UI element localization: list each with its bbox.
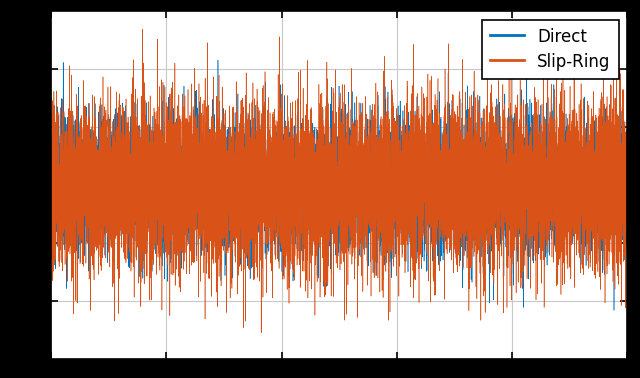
Slip-Ring — [593, 134, 600, 138]
Direct — [82, 197, 90, 201]
Slip-Ring — [329, 230, 337, 235]
Direct — [214, 58, 222, 62]
Direct — [71, 172, 79, 177]
Direct — [623, 163, 631, 167]
Direct — [329, 163, 337, 167]
Direct — [160, 185, 168, 189]
Slip-Ring — [257, 330, 265, 335]
Direct — [50, 206, 58, 211]
Slip-Ring — [623, 238, 631, 242]
Line: Slip-Ring: Slip-Ring — [51, 29, 627, 333]
Slip-Ring — [71, 189, 79, 193]
Direct — [610, 308, 618, 313]
Line: Direct: Direct — [51, 60, 627, 310]
Slip-Ring — [50, 258, 58, 263]
Legend: Direct, Slip-Ring: Direct, Slip-Ring — [482, 20, 619, 79]
Slip-Ring — [161, 144, 168, 148]
Slip-Ring — [82, 104, 90, 108]
Slip-Ring — [47, 112, 55, 117]
Direct — [47, 167, 55, 172]
Slip-Ring — [139, 27, 147, 31]
Direct — [593, 170, 600, 174]
